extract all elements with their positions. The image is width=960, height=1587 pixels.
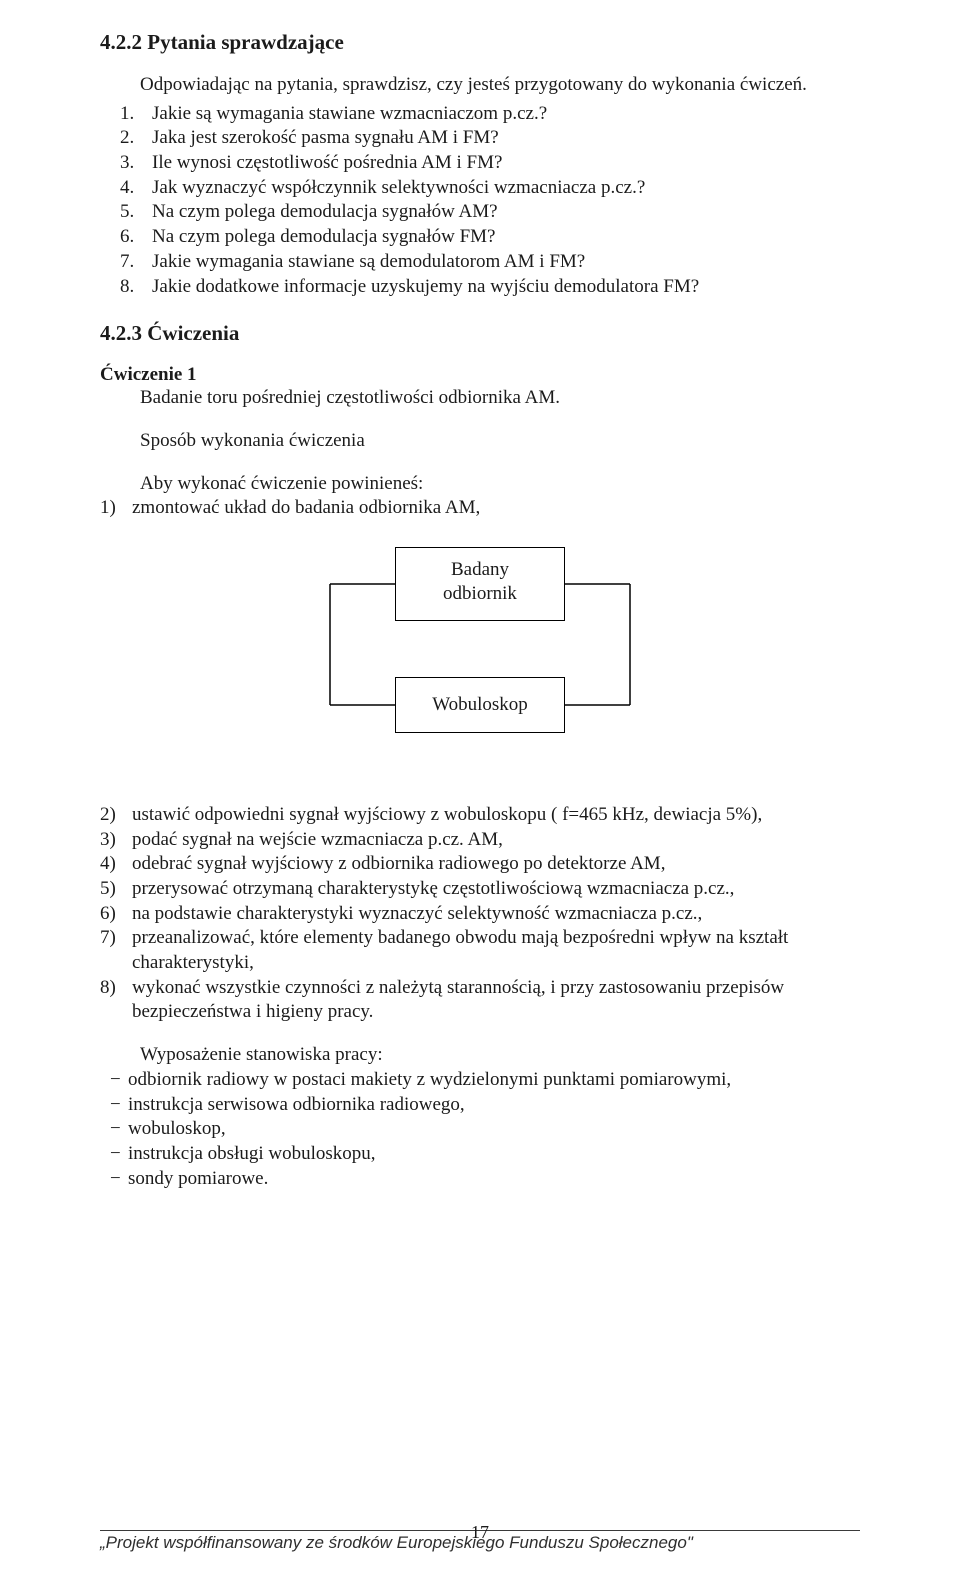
question-item: 5.Na czym polega demodulacja sygnałów AM… — [100, 200, 860, 225]
question-item: 2.Jaka jest szerokość pasma sygnału AM i… — [100, 126, 860, 151]
equip-text: instrukcja obsługi wobuloskopu, — [128, 1143, 376, 1164]
equip-item: odbiornik radiowy w postaci makiety z wy… — [100, 1068, 860, 1093]
page-footer: „Projekt współfinansowany ze środków Eur… — [100, 1530, 860, 1553]
exercise-desc: Badanie toru pośredniej częstotliwości o… — [100, 386, 860, 411]
step-text: na podstawie charakterystyki wyznaczyć s… — [132, 903, 702, 924]
page-number: 17 — [100, 1522, 860, 1543]
method-label: Sposób wykonania ćwiczenia — [100, 429, 860, 454]
equip-text: instrukcja serwisowa odbiornika radioweg… — [128, 1094, 465, 1115]
equip-item: wobuloskop, — [100, 1117, 860, 1142]
step-item: 4)odebrać sygnał wyjściowy z odbiornika … — [100, 852, 860, 877]
question-text: Jakie są wymagania stawiane wzmacniaczom… — [152, 103, 547, 124]
step-text: odebrać sygnał wyjściowy z odbiornika ra… — [132, 853, 665, 874]
step-list-first: 1)zmontować układ do badania odbiornika … — [100, 496, 860, 521]
equipment-list: odbiornik radiowy w postaci makiety z wy… — [100, 1068, 860, 1191]
step-item: 1)zmontować układ do badania odbiornika … — [100, 496, 860, 521]
equip-item: sondy pomiarowe. — [100, 1167, 860, 1192]
box-line2: odbiornik — [443, 583, 517, 604]
question-text: Na czym polega demodulacja sygnałów FM? — [152, 226, 495, 247]
diagram-box-wobuloskop: Wobuloskop — [395, 677, 565, 733]
question-text: Jak wyznaczyć współczynnik selektywności… — [152, 177, 645, 198]
steps-lead: Aby wykonać ćwiczenie powinieneś: — [100, 472, 860, 497]
question-text: Ile wynosi częstotliwość pośrednia AM i … — [152, 152, 502, 173]
diagram-box-receiver: Badany odbiornik — [395, 547, 565, 621]
question-text: Jakie wymagania stawiane są demodulatoro… — [152, 251, 585, 272]
equip-text: wobuloskop, — [128, 1118, 226, 1139]
step-text: zmontować układ do badania odbiornika AM… — [132, 497, 480, 518]
equip-text: sondy pomiarowe. — [128, 1168, 268, 1189]
step-text: podać sygnał na wejście wzmacniacza p.cz… — [132, 829, 503, 850]
question-text: Jaka jest szerokość pasma sygnału AM i F… — [152, 127, 499, 148]
step-text: przerysować otrzymaną charakterystykę cz… — [132, 878, 734, 899]
question-item: 6.Na czym polega demodulacja sygnałów FM… — [100, 225, 860, 250]
equip-text: odbiornik radiowy w postaci makiety z wy… — [128, 1069, 731, 1090]
question-text: Na czym polega demodulacja sygnałów AM? — [152, 201, 498, 222]
question-list: 1.Jakie są wymagania stawiane wzmacniacz… — [100, 102, 860, 300]
step-item: 3)podać sygnał na wejście wzmacniacza p.… — [100, 828, 860, 853]
step-text: ustawić odpowiedni sygnał wyjściowy z wo… — [132, 804, 762, 825]
question-item: 4.Jak wyznaczyć współczynnik selektywnoś… — [100, 176, 860, 201]
step-text: wykonać wszystkie czynności z należytą s… — [132, 977, 784, 1023]
box-label: Wobuloskop — [432, 693, 528, 717]
box-line1: Badany — [451, 559, 509, 580]
equipment-label: Wyposażenie stanowiska pracy: — [100, 1043, 860, 1068]
equip-item: instrukcja serwisowa odbiornika radioweg… — [100, 1093, 860, 1118]
intro-paragraph: Odpowiadając na pytania, sprawdzisz, czy… — [100, 73, 860, 98]
step-item: 5)przerysować otrzymaną charakterystykę … — [100, 877, 860, 902]
circuit-diagram: Badany odbiornik Wobuloskop — [270, 547, 690, 777]
question-item: 3.Ile wynosi częstotliwość pośrednia AM … — [100, 151, 860, 176]
step-item: 8)wykonać wszystkie czynności z należytą… — [100, 976, 860, 1025]
question-item: 7.Jakie wymagania stawiane są demodulato… — [100, 250, 860, 275]
step-list-rest: 2)ustawić odpowiedni sygnał wyjściowy z … — [100, 803, 860, 1025]
equip-item: instrukcja obsługi wobuloskopu, — [100, 1142, 860, 1167]
question-text: Jakie dodatkowe informacje uzyskujemy na… — [152, 276, 699, 297]
question-item: 8.Jakie dodatkowe informacje uzyskujemy … — [100, 275, 860, 300]
section-heading-423: 4.2.3 Ćwiczenia — [100, 321, 860, 346]
section-heading-422: 4.2.2 Pytania sprawdzające — [100, 30, 860, 55]
step-item: 6)na podstawie charakterystyki wyznaczyć… — [100, 902, 860, 927]
step-text: przeanalizować, które elementy badanego … — [132, 927, 788, 973]
question-item: 1.Jakie są wymagania stawiane wzmacniacz… — [100, 102, 860, 127]
exercise-title: Ćwiczenie 1 — [100, 364, 860, 386]
step-item: 7)przeanalizować, które elementy badaneg… — [100, 926, 860, 975]
step-item: 2)ustawić odpowiedni sygnał wyjściowy z … — [100, 803, 860, 828]
